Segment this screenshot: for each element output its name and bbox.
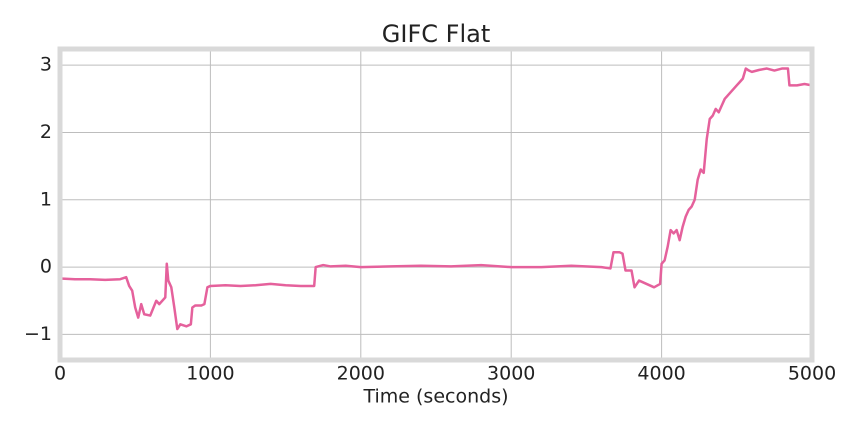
y-tick-label: 3 <box>40 54 52 76</box>
y-tick-label: −1 <box>24 323 52 345</box>
plot-frame <box>57 46 815 363</box>
data-line <box>59 67 813 331</box>
y-tick-label: 0 <box>40 256 52 278</box>
y-tick-label: 1 <box>40 188 52 210</box>
x-tick-label: 5000 <box>788 363 836 385</box>
x-tick-label: 2000 <box>337 363 385 385</box>
chart-title: GIFC Flat <box>382 20 490 48</box>
x-tick-label: 1000 <box>186 363 234 385</box>
x-tick-label: 0 <box>54 363 66 385</box>
x-axis-label: Time (seconds) <box>362 386 508 408</box>
x-tick-label: 3000 <box>487 363 535 385</box>
x-tick-label: 4000 <box>637 363 685 385</box>
y-tick-label: 2 <box>40 121 52 143</box>
